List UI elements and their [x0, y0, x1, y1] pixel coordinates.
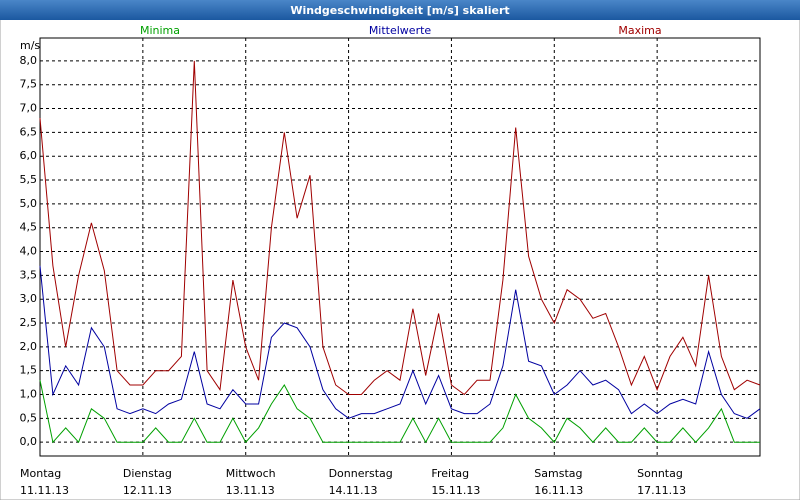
day-name: Sonntag: [637, 467, 683, 480]
y-tick-label: 2,0: [20, 340, 38, 353]
day-name: Mittwoch: [226, 467, 276, 480]
day-date: 15.11.13: [431, 484, 480, 497]
y-tick-label: 5,0: [20, 197, 38, 210]
y-tick-label: 2,5: [20, 316, 38, 329]
y-tick-label: 1,0: [20, 388, 38, 401]
day-date: 13.11.13: [226, 484, 275, 497]
day-date: 14.11.13: [329, 484, 378, 497]
y-tick-label: 7,5: [20, 78, 38, 91]
day-date: 16.11.13: [534, 484, 583, 497]
y-tick-label: 6,0: [20, 149, 38, 162]
legend-entry: Mittelwerte: [369, 24, 432, 37]
day-date: 17.11.13: [637, 484, 686, 497]
day-date: 12.11.13: [123, 484, 172, 497]
series-line: [39, 380, 760, 444]
day-date: 11.11.13: [20, 484, 69, 497]
y-tick-label: 1,5: [20, 364, 38, 377]
chart-title: Windgeschwindigkeit [m/s] skaliert: [290, 4, 509, 17]
y-tick-label: 3,5: [20, 268, 38, 281]
y-tick-label: 4,5: [20, 221, 38, 234]
legend-entry: Maxima: [618, 24, 661, 37]
legend-entry: Minima: [140, 24, 180, 37]
day-name: Freitag: [431, 467, 469, 480]
series-line: [39, 265, 761, 419]
y-tick-label: 3,0: [20, 292, 38, 305]
y-tick-label: 8,0: [20, 54, 38, 67]
y-tick-label: 5,5: [20, 173, 38, 186]
day-name: Montag: [20, 467, 61, 480]
day-name: Dienstag: [123, 467, 172, 480]
y-tick-label: 6,5: [20, 125, 38, 138]
y-tick-label: 7,0: [20, 102, 38, 115]
title-bar: [0, 0, 800, 20]
y-axis-label: m/s: [20, 39, 40, 52]
y-tick-label: 0,5: [20, 411, 38, 424]
day-name: Donnerstag: [329, 467, 393, 480]
day-name: Samstag: [534, 467, 582, 480]
series-line: [39, 60, 761, 396]
y-tick-label: 4,0: [20, 245, 38, 258]
plot-area: [39, 37, 761, 457]
y-tick-label: 0,0: [20, 435, 38, 448]
